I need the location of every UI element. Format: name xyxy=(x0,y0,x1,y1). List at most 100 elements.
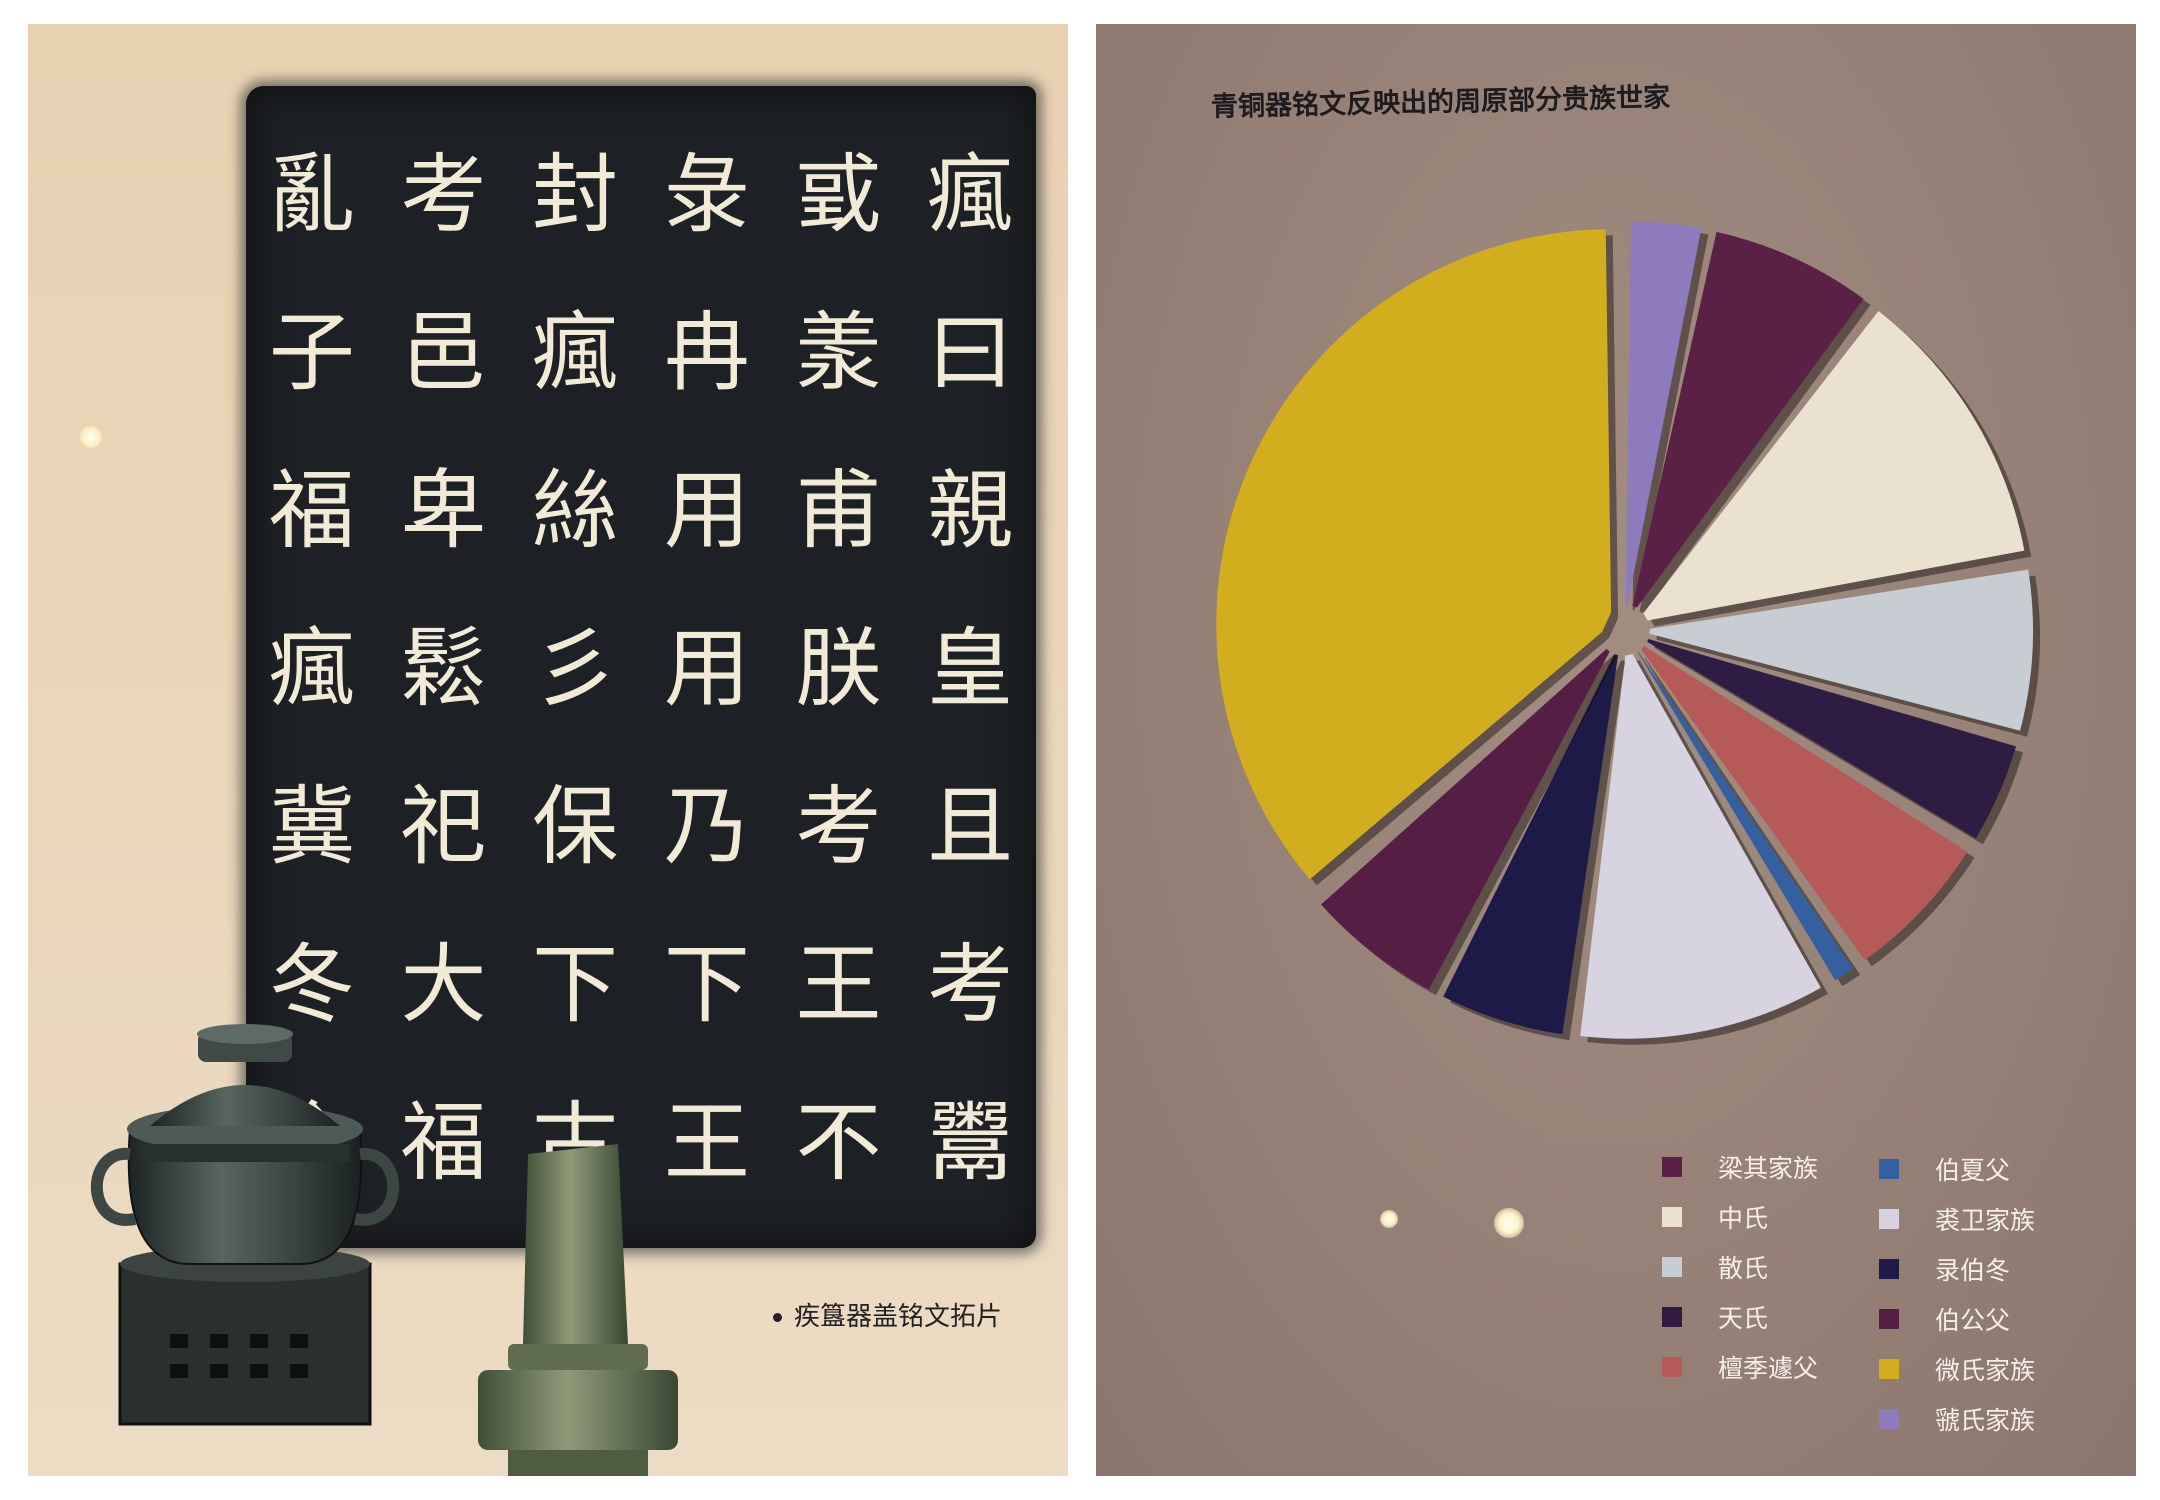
inscription-glyph: 鬆 xyxy=(400,619,487,719)
bullet-icon xyxy=(773,1313,782,1322)
inscription-glyph: 乃 xyxy=(663,777,750,877)
inscription-glyph: 保 xyxy=(532,777,619,877)
inscription-glyph: 曰 xyxy=(927,303,1014,403)
inscription-glyph: 朕 xyxy=(795,619,882,719)
legend-swatch xyxy=(1879,1159,1899,1179)
pie-slice: 伯公父 xyxy=(1321,649,1610,990)
legend-item: 录伯冬 xyxy=(1879,1244,2035,1294)
inscription-glyph: 考 xyxy=(795,777,882,877)
inscription-glyph: 皇 xyxy=(927,619,1014,719)
light-reflection xyxy=(1494,1208,1524,1238)
pie-slice: 散氏 xyxy=(1649,569,2033,731)
inscription-column: 彔冉用用乃下王 xyxy=(648,116,766,1236)
inscription-glyph: 亂 xyxy=(268,145,355,245)
inscription-glyph: 絲 xyxy=(532,461,619,561)
pie-slice: 伯夏父 xyxy=(1637,651,1854,981)
inscription-glyph: 用 xyxy=(663,461,750,561)
legend-item: 梁其家族 xyxy=(1662,1142,1818,1192)
legend-label: 梁其家族 xyxy=(1718,1154,1819,1183)
inscription-glyph: 不 xyxy=(795,1093,882,1193)
legend-swatch xyxy=(1879,1409,1899,1429)
legend-label: 散氏 xyxy=(1718,1254,1769,1283)
legend-swatch xyxy=(1662,1207,1682,1227)
inscription-glyph: 封 xyxy=(532,145,619,245)
inscription-glyph: 彡 xyxy=(532,619,619,719)
inscription-glyph: 戜 xyxy=(795,145,882,245)
legend-swatch xyxy=(1879,1209,1899,1229)
inscription-glyph: 瘋 xyxy=(532,303,619,403)
legend-item: 天氏 xyxy=(1662,1292,1818,1342)
inscription-glyph: 瘋 xyxy=(927,145,1014,245)
inscription-column: 封瘋絲彡保下古 xyxy=(516,116,634,1236)
legend-item: 微氏家族 xyxy=(1879,1344,2035,1394)
inscription-caption: 疾簋器盖铭文拓片 xyxy=(773,1296,1002,1333)
inscription-glyph: 下 xyxy=(663,935,750,1035)
pie-slice: 中氏 xyxy=(1643,310,2025,621)
pie-slice: 微氏家族 xyxy=(1216,229,1612,880)
inscription-glyph: 福 xyxy=(400,1093,487,1193)
inscription-rubbing-photo: 瘋曰親皇且考鬻戜羕甫朕考王不彔冉用用乃下王封瘋絲彡保下古考邑卑鬆祀大福亂子福瘋冀… xyxy=(28,24,1068,1476)
inscription-glyph: 彔 xyxy=(663,145,750,245)
inscription-column: 亂子福瘋冀冬今 xyxy=(253,116,371,1236)
inscription-glyph: 子 xyxy=(268,303,355,403)
inscription-glyph: 羕 xyxy=(795,303,882,403)
bronze-fitting xyxy=(478,1144,678,1476)
pie-slice: 天氏 xyxy=(1647,638,2016,839)
legend-item: 檀季遽父 xyxy=(1662,1342,1818,1392)
inscription-column: 戜羕甫朕考王不 xyxy=(780,116,898,1236)
bronze-gui-vessel xyxy=(90,1024,400,1426)
inscription-glyph: 甫 xyxy=(795,461,882,561)
legend-label: 虢氏家族 xyxy=(1935,1406,2036,1435)
inscription-glyph: 用 xyxy=(663,619,750,719)
legend-label: 微氏家族 xyxy=(1935,1356,2036,1385)
inscription-glyph: 考 xyxy=(400,145,487,245)
pie-chart: 虢氏家族梁其家族中氏散氏天氏檀季遽父伯夏父裘卫家族录伯冬伯公父微氏家族 xyxy=(1216,221,2040,1045)
inscription-glyph: 且 xyxy=(927,777,1014,877)
light-reflection xyxy=(1380,1210,1398,1228)
legend-item: 虢氏家族 xyxy=(1879,1394,2035,1444)
inscription-glyph: 王 xyxy=(663,1093,750,1193)
pie-chart-board: 青铜器铭文反映出的周原部分贵族世家 虢氏家族梁其家族中氏散氏天氏檀季遽父伯夏父裘… xyxy=(1096,24,2136,1476)
light-reflection xyxy=(80,426,102,448)
inscription-glyph: 考 xyxy=(927,935,1014,1035)
legend-swatch xyxy=(1879,1259,1899,1279)
legend-item: 裘卫家族 xyxy=(1879,1194,2035,1244)
inscription-glyph: 卑 xyxy=(400,461,487,561)
inscription-glyph: 冉 xyxy=(663,303,750,403)
inscription-glyph: 親 xyxy=(927,461,1014,561)
legend-swatch xyxy=(1662,1257,1682,1277)
legend-right-column: 伯夏父裘卫家族录伯冬伯公父微氏家族虢氏家族 xyxy=(1879,1144,2035,1444)
legend-item: 中氏 xyxy=(1662,1192,1818,1242)
legend-label: 录伯冬 xyxy=(1935,1256,2011,1285)
inscription-glyph: 大 xyxy=(400,935,487,1035)
inscription-glyph: 祀 xyxy=(400,777,487,877)
inscription-caption-text: 疾簋器盖铭文拓片 xyxy=(794,1302,1003,1332)
inscription-glyph: 下 xyxy=(532,935,619,1035)
inscription-column: 考邑卑鬆祀大福 xyxy=(385,116,503,1236)
legend-swatch xyxy=(1662,1157,1682,1177)
legend-item: 伯公父 xyxy=(1879,1294,2035,1344)
legend-item: 伯夏父 xyxy=(1879,1144,2035,1194)
pie-slice: 裘卫家族 xyxy=(1580,654,1821,1039)
legend-left-column: 梁其家族中氏散氏天氏檀季遽父 xyxy=(1662,1142,1818,1392)
inscription-glyph: 福 xyxy=(268,461,355,561)
legend-swatch xyxy=(1879,1309,1899,1329)
legend-label: 伯夏父 xyxy=(1935,1156,2011,1185)
inscription-glyph: 王 xyxy=(795,935,882,1035)
legend-label: 裘卫家族 xyxy=(1935,1206,2036,1235)
legend-swatch xyxy=(1662,1357,1682,1377)
inscription-glyph: 邑 xyxy=(400,303,487,403)
legend-item: 散氏 xyxy=(1662,1242,1818,1292)
legend-label: 檀季遽父 xyxy=(1718,1354,1819,1383)
legend-label: 伯公父 xyxy=(1935,1306,2011,1335)
pie-slice: 虢氏家族 xyxy=(1625,221,1702,605)
inscription-glyph: 鬻 xyxy=(927,1093,1014,1193)
legend-label: 中氏 xyxy=(1718,1204,1769,1233)
legend-label: 天氏 xyxy=(1718,1304,1769,1333)
inscription-glyph: 冀 xyxy=(268,777,355,877)
inscription-glyph: 冬 xyxy=(268,935,355,1035)
inscription-glyph: 瘋 xyxy=(268,619,355,719)
pie-slice: 录伯冬 xyxy=(1443,654,1619,1035)
inscription-column: 瘋曰親皇且考鬻 xyxy=(911,116,1029,1236)
pie-slice: 檀季遽父 xyxy=(1641,646,1968,961)
